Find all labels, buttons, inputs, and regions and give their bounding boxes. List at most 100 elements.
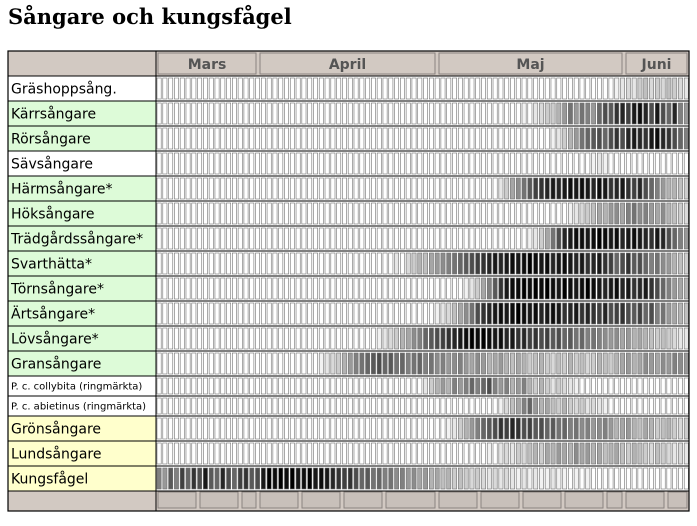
heat-cell bbox=[550, 277, 556, 300]
heat-cell bbox=[556, 227, 562, 250]
heat-cell bbox=[168, 397, 174, 415]
heat-cell bbox=[562, 152, 568, 175]
heat-cell bbox=[515, 302, 521, 325]
heat-cell bbox=[527, 152, 533, 175]
heat-cell bbox=[666, 202, 672, 225]
heat-cell bbox=[243, 467, 249, 490]
heat-cell bbox=[573, 442, 579, 465]
heat-cell bbox=[359, 202, 365, 225]
heat-cell bbox=[156, 397, 162, 415]
heat-cell bbox=[446, 442, 452, 465]
heat-cell bbox=[423, 467, 428, 490]
heat-cell bbox=[521, 252, 527, 275]
heat-cell bbox=[208, 102, 214, 125]
heat-cell bbox=[475, 442, 481, 465]
heat-cell bbox=[608, 327, 614, 350]
heat-cell bbox=[411, 327, 417, 350]
heat-cell bbox=[562, 302, 568, 325]
heat-cell bbox=[678, 227, 683, 250]
heat-cell bbox=[208, 77, 214, 100]
heat-cell bbox=[179, 397, 185, 415]
heat-cell bbox=[208, 152, 214, 175]
heat-cell bbox=[463, 277, 469, 300]
heat-cell bbox=[666, 327, 672, 350]
heat-cell bbox=[423, 102, 428, 125]
heat-cell bbox=[232, 202, 237, 225]
heat-cell bbox=[313, 227, 318, 250]
heat-cell bbox=[457, 377, 463, 395]
heat-cell bbox=[342, 417, 347, 440]
heat-cell bbox=[486, 397, 492, 415]
heat-cell bbox=[336, 327, 342, 350]
heat-cell bbox=[371, 467, 376, 490]
heat-cell bbox=[440, 127, 446, 150]
heat-cell bbox=[313, 77, 318, 100]
heat-cell bbox=[353, 442, 359, 465]
heat-cell bbox=[220, 352, 226, 375]
heat-cell bbox=[324, 397, 330, 415]
heat-cell bbox=[295, 227, 301, 250]
heat-cell bbox=[654, 467, 660, 490]
heat-cell bbox=[550, 227, 556, 250]
heat-cell bbox=[625, 417, 631, 440]
heat-cell bbox=[608, 227, 614, 250]
heat-cell bbox=[539, 102, 544, 125]
heat-cell bbox=[452, 302, 457, 325]
heat-cell bbox=[533, 467, 539, 490]
heat-cell bbox=[295, 277, 301, 300]
heat-cell bbox=[608, 352, 614, 375]
heat-cell bbox=[481, 442, 486, 465]
heat-cell bbox=[579, 397, 585, 415]
heat-cell bbox=[608, 397, 614, 415]
heat-cell bbox=[597, 377, 602, 395]
heat-cell bbox=[591, 252, 597, 275]
heat-cell bbox=[498, 152, 504, 175]
heat-cell bbox=[510, 397, 515, 415]
heat-cell bbox=[318, 277, 324, 300]
heat-cell bbox=[568, 397, 573, 415]
heat-cell bbox=[289, 397, 295, 415]
heat-cell bbox=[179, 202, 185, 225]
heat-cell bbox=[162, 152, 168, 175]
heat-cell bbox=[510, 352, 515, 375]
heat-cell bbox=[185, 277, 191, 300]
heat-cell bbox=[307, 77, 313, 100]
heat-cell bbox=[185, 352, 191, 375]
heat-cell bbox=[249, 77, 255, 100]
heat-cell bbox=[376, 202, 382, 225]
heat-cell bbox=[573, 352, 579, 375]
heat-cell bbox=[527, 177, 533, 200]
heat-cell bbox=[214, 227, 220, 250]
heat-cell bbox=[365, 77, 371, 100]
heat-cell bbox=[521, 442, 527, 465]
heat-cell bbox=[249, 252, 255, 275]
heat-cell bbox=[330, 152, 336, 175]
heat-cell bbox=[400, 467, 405, 490]
heat-cell bbox=[365, 252, 371, 275]
heat-cell bbox=[307, 227, 313, 250]
heat-cell bbox=[330, 327, 336, 350]
heat-cell bbox=[573, 127, 579, 150]
heat-cell bbox=[602, 397, 608, 415]
heat-cell bbox=[452, 102, 457, 125]
heat-cell bbox=[597, 277, 602, 300]
heat-cell bbox=[179, 227, 185, 250]
heat-cell bbox=[539, 202, 544, 225]
heat-cell bbox=[272, 302, 278, 325]
heat-cell bbox=[376, 417, 382, 440]
heat-cell bbox=[359, 467, 365, 490]
heat-cell bbox=[521, 127, 527, 150]
heat-cell bbox=[469, 327, 475, 350]
heat-cell bbox=[579, 417, 585, 440]
heat-cell bbox=[330, 202, 336, 225]
heat-cell bbox=[353, 397, 359, 415]
heat-cell bbox=[359, 127, 365, 150]
heat-cell bbox=[481, 377, 486, 395]
heat-cell bbox=[602, 202, 608, 225]
heat-cell bbox=[504, 397, 510, 415]
heat-cell bbox=[562, 327, 568, 350]
heat-cell bbox=[423, 397, 428, 415]
heat-cell bbox=[417, 202, 423, 225]
heat-cell bbox=[347, 127, 353, 150]
